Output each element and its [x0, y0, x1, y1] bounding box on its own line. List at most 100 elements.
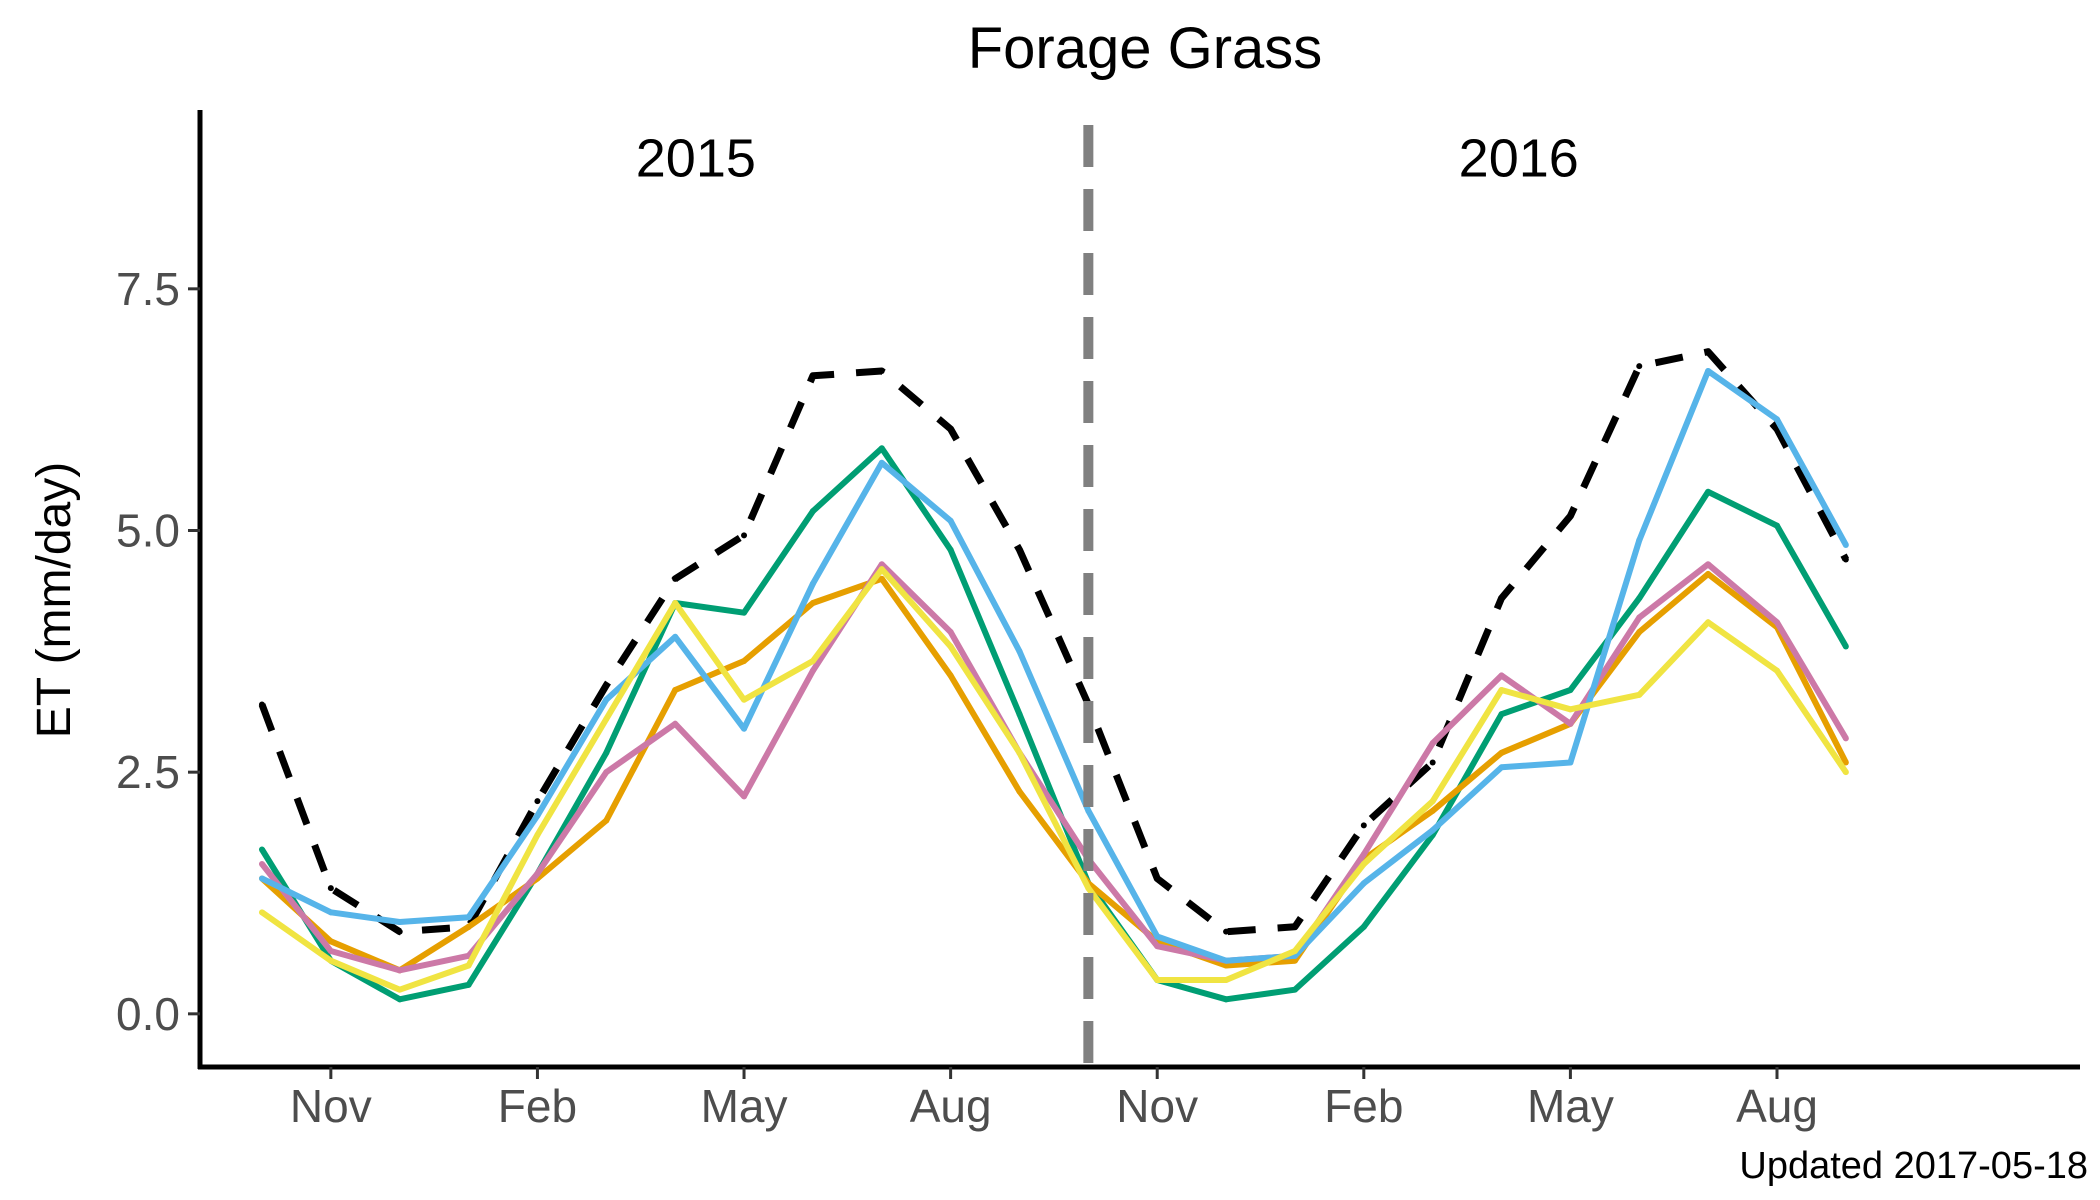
- series-point-yellow: [1291, 948, 1298, 954]
- series-point-black-dashed: [1360, 822, 1367, 829]
- series-point-orange: [741, 658, 748, 664]
- series-point-orange: [1016, 788, 1023, 795]
- series-point-orange: [603, 817, 610, 824]
- series-point-pink: [947, 629, 954, 635]
- series-point-pink: [1705, 561, 1712, 568]
- series-point-black-dashed: [878, 368, 885, 374]
- series-point-yellow: [1498, 687, 1505, 693]
- series-point-black-dashed: [534, 798, 541, 805]
- series-point-green: [396, 996, 403, 1003]
- series-point-pink: [258, 861, 265, 867]
- series-point-sky-blue: [1223, 957, 1230, 964]
- series-point-green: [1223, 996, 1230, 1003]
- series-point-green: [947, 546, 954, 553]
- series-point-green: [809, 508, 816, 515]
- series-point-sky-blue: [741, 725, 748, 732]
- series-point-orange: [1705, 571, 1712, 577]
- series-point-green: [1636, 595, 1643, 602]
- x-tick-label: Nov: [290, 1080, 372, 1132]
- series-point-pink: [1636, 614, 1643, 621]
- series-point-orange: [1842, 759, 1849, 766]
- series-point-yellow: [258, 909, 265, 916]
- series-point-pink: [1842, 735, 1849, 742]
- updated-timestamp: Updated 2017-05-18: [1739, 1145, 2088, 1187]
- series-point-sky-blue: [465, 914, 472, 921]
- series-point-sky-blue: [1154, 933, 1161, 940]
- series-point-green: [1498, 711, 1505, 718]
- series-point-green: [1567, 687, 1574, 693]
- series-point-orange: [1223, 962, 1230, 969]
- series-point-black-dashed: [396, 928, 403, 935]
- series-point-pink: [396, 967, 403, 974]
- y-tick-label: 0.0: [116, 988, 180, 1040]
- series-point-yellow: [603, 716, 610, 722]
- series-point-green: [1842, 643, 1849, 650]
- series-line-sky-blue: [260, 368, 1849, 964]
- series-point-yellow: [465, 962, 472, 969]
- year-annotation: 2015: [636, 128, 756, 188]
- series-point-sky-blue: [947, 517, 954, 524]
- series-point-orange: [1498, 749, 1505, 756]
- series-point-yellow: [1567, 706, 1574, 713]
- series-point-sky-blue: [327, 909, 334, 916]
- series-point-pink: [534, 870, 541, 877]
- series-point-sky-blue: [1085, 807, 1092, 814]
- series-point-green: [1705, 488, 1712, 495]
- series-point-sky-blue: [1773, 416, 1780, 423]
- series-point-green: [1360, 923, 1367, 930]
- series-point-orange: [878, 575, 885, 582]
- series-point-yellow: [947, 643, 954, 650]
- series-point-yellow: [878, 566, 885, 573]
- series-point-sky-blue: [258, 875, 265, 882]
- series-point-black-dashed: [1636, 363, 1643, 370]
- x-tick-label: Feb: [498, 1080, 577, 1132]
- series-point-sky-blue: [1360, 880, 1367, 887]
- series-point-yellow: [1154, 977, 1161, 983]
- series-point-pink: [1498, 672, 1505, 679]
- y-tick-label: 7.5: [116, 263, 180, 315]
- series-point-green: [1016, 711, 1023, 718]
- x-tick-label: Nov: [1116, 1080, 1198, 1132]
- y-tick-label: 5.0: [116, 505, 180, 557]
- x-tick-label: Aug: [1736, 1080, 1818, 1132]
- series-point-pink: [672, 720, 679, 727]
- series-point-orange: [1429, 807, 1436, 814]
- x-tick-label: May: [701, 1080, 788, 1132]
- series-point-pink: [878, 561, 885, 568]
- series-point-orange: [672, 687, 679, 693]
- series-point-green: [1773, 522, 1780, 529]
- series-point-black-dashed: [1429, 759, 1436, 766]
- series-point-sky-blue: [1567, 759, 1574, 766]
- series-point-sky-blue: [603, 696, 610, 703]
- x-tick-label: Feb: [1324, 1080, 1403, 1132]
- year-annotation: 2016: [1459, 128, 1579, 188]
- series-point-green: [878, 445, 885, 452]
- series-point-black-dashed: [1291, 923, 1298, 930]
- series-point-black-dashed: [1223, 928, 1230, 935]
- series-point-yellow: [809, 658, 816, 664]
- series-point-yellow: [1085, 885, 1092, 892]
- y-tick-label: 2.5: [116, 746, 180, 798]
- series-point-orange: [1291, 957, 1298, 964]
- series-point-yellow: [396, 986, 403, 993]
- series-point-black-dashed: [1016, 546, 1023, 553]
- series-point-pink: [809, 667, 816, 674]
- series-point-sky-blue: [534, 812, 541, 819]
- series-point-black-dashed: [1154, 875, 1161, 882]
- chart-title: Forage Grass: [968, 16, 1323, 81]
- series-point-pink: [1360, 851, 1367, 858]
- series-point-pink: [327, 948, 334, 954]
- series-point-yellow: [1842, 769, 1849, 776]
- series-point-black-dashed: [1705, 348, 1712, 355]
- series-point-yellow: [1360, 861, 1367, 867]
- x-tick-label: May: [1527, 1080, 1614, 1132]
- series-point-black-dashed: [1498, 595, 1505, 602]
- series-point-pink: [1773, 619, 1780, 626]
- series-point-green: [741, 609, 748, 616]
- y-axis-title: ET (mm/day): [28, 462, 81, 738]
- series-point-orange: [465, 923, 472, 930]
- series-point-black-dashed: [603, 682, 610, 689]
- series-point-yellow: [672, 600, 679, 606]
- series-point-green: [258, 846, 265, 853]
